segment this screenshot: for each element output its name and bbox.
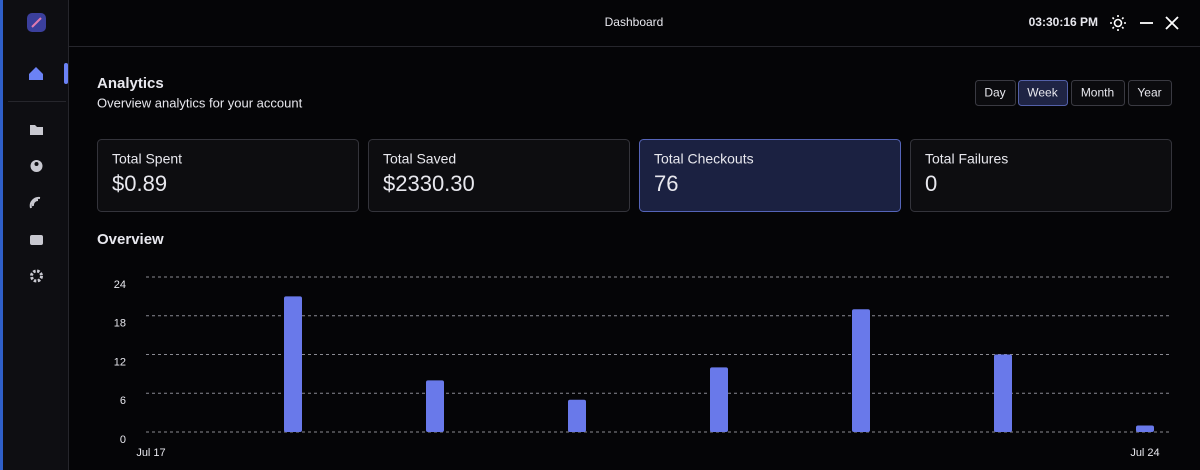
stat-value: 76: [654, 171, 678, 196]
stat-card: [639, 139, 901, 212]
clock: 03:30:16 PM: [1029, 15, 1098, 29]
range-button[interactable]: [1128, 80, 1172, 106]
bar: [710, 367, 728, 432]
stat-value: $0.89: [112, 171, 167, 196]
y-tick-label: 12: [114, 356, 126, 368]
stat-label: Total Spent: [112, 151, 182, 167]
close-button[interactable]: [1165, 16, 1179, 30]
dynamic-content: Day Week Month Year Total Spent $0.89 Total Sa…: [97, 80, 1172, 459]
range-button[interactable]: [1018, 80, 1068, 106]
stat-card: [910, 139, 1172, 212]
stat-card: [368, 139, 630, 212]
range-button-label[interactable]: Year: [1137, 86, 1161, 100]
bar: [284, 296, 302, 432]
theme-toggle[interactable]: [1110, 15, 1126, 31]
logo-mark: [31, 17, 42, 28]
stat-value: $2330.30: [383, 171, 475, 196]
y-tick-label: 24: [114, 279, 126, 291]
range-button-label[interactable]: Day: [984, 86, 1005, 100]
stat-label: Total Failures: [925, 151, 1008, 167]
bar: [568, 399, 586, 432]
x-tick-label: Jul 17: [136, 447, 165, 459]
range-button-label[interactable]: Week: [1027, 86, 1058, 100]
wallet-icon[interactable]: [30, 235, 43, 245]
page-title: Analytics: [97, 75, 164, 92]
folder-icon[interactable]: [30, 125, 43, 135]
y-tick-label: 18: [114, 318, 126, 330]
bar: [994, 354, 1012, 432]
bar: [426, 380, 444, 432]
stat-card: [97, 139, 359, 212]
stat-label: Total Checkouts: [654, 151, 754, 167]
y-tick-label: 0: [120, 434, 126, 446]
settings-icon[interactable]: [30, 269, 43, 283]
home-icon[interactable]: [29, 67, 43, 80]
active-indicator: [64, 63, 68, 84]
stat-label: Total Saved: [383, 151, 456, 167]
bar: [1136, 425, 1154, 432]
x-tick-label: Jul 24: [1130, 447, 1159, 459]
window-title: Dashboard: [605, 15, 664, 29]
page-subtitle: Overview analytics for your account: [97, 95, 303, 110]
window-edge: [0, 0, 3, 470]
range-button[interactable]: [975, 80, 1016, 106]
range-button-label[interactable]: Month: [1081, 86, 1114, 100]
range-button[interactable]: [1071, 80, 1125, 106]
profile-icon-head: [34, 162, 39, 166]
chart-title: Overview: [97, 231, 164, 248]
stat-value: 0: [925, 171, 937, 196]
bar: [852, 309, 870, 432]
proxy-icon[interactable]: [29, 196, 41, 209]
y-tick-label: 6: [120, 395, 126, 407]
